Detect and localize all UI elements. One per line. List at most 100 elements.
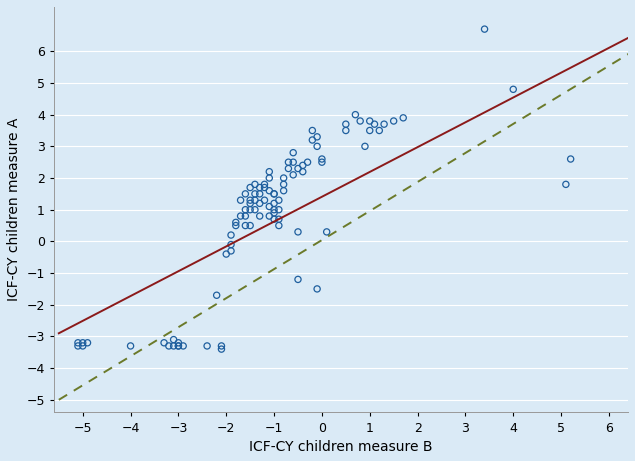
Point — [250, 190, 260, 198]
Point — [298, 168, 308, 175]
Point — [283, 159, 293, 166]
Point — [240, 213, 250, 220]
Point — [231, 219, 241, 226]
Point — [73, 339, 83, 347]
Point — [240, 190, 250, 198]
Point — [83, 339, 93, 347]
Point — [274, 222, 284, 229]
Point — [245, 222, 255, 229]
Point — [240, 206, 250, 213]
Point — [264, 203, 274, 210]
Point — [264, 187, 274, 195]
Point — [317, 155, 327, 163]
Point — [364, 117, 375, 124]
Point — [202, 342, 212, 349]
Point — [293, 228, 303, 236]
Point — [236, 196, 246, 204]
Point — [288, 149, 298, 156]
Point — [279, 187, 289, 195]
Point — [245, 184, 255, 191]
Point — [298, 162, 308, 169]
Point — [508, 86, 518, 93]
Point — [250, 196, 260, 204]
X-axis label: ICF-CY children measure B: ICF-CY children measure B — [250, 440, 433, 454]
Point — [561, 181, 571, 188]
Point — [317, 159, 327, 166]
Point — [379, 120, 389, 128]
Point — [178, 342, 188, 349]
Point — [293, 276, 303, 283]
Point — [250, 206, 260, 213]
Point — [288, 159, 298, 166]
Point — [274, 216, 284, 223]
Point — [279, 181, 289, 188]
Point — [312, 142, 322, 150]
Point — [370, 120, 380, 128]
Point — [364, 127, 375, 134]
Point — [245, 206, 255, 213]
Point — [255, 190, 265, 198]
Point — [355, 117, 365, 124]
Point — [260, 181, 270, 188]
Point — [283, 165, 293, 172]
Point — [221, 250, 231, 258]
Point — [240, 222, 250, 229]
Point — [77, 339, 88, 347]
Point — [226, 241, 236, 248]
Point — [236, 213, 246, 220]
Point — [77, 342, 88, 349]
Point — [231, 222, 241, 229]
Point — [250, 181, 260, 188]
Point — [226, 231, 236, 239]
Point — [269, 200, 279, 207]
Point — [269, 206, 279, 213]
Point — [168, 342, 178, 349]
Point — [260, 184, 270, 191]
Point — [269, 190, 279, 198]
Point — [260, 196, 270, 204]
Point — [274, 206, 284, 213]
Point — [159, 339, 169, 347]
Y-axis label: ICF-CY children measure A: ICF-CY children measure A — [7, 118, 21, 301]
Point — [479, 25, 490, 33]
Point — [274, 196, 284, 204]
Point — [288, 171, 298, 178]
Point — [341, 120, 351, 128]
Point — [312, 285, 322, 293]
Point — [255, 213, 265, 220]
Point — [269, 216, 279, 223]
Point — [126, 342, 136, 349]
Point — [264, 213, 274, 220]
Point — [217, 345, 227, 353]
Point — [321, 228, 331, 236]
Point — [374, 127, 384, 134]
Point — [269, 209, 279, 217]
Point — [398, 114, 408, 122]
Point — [312, 133, 322, 141]
Point — [351, 111, 361, 118]
Point — [389, 117, 399, 124]
Point — [173, 342, 184, 349]
Point — [173, 339, 184, 347]
Point — [255, 184, 265, 191]
Point — [164, 342, 174, 349]
Point — [264, 174, 274, 182]
Point — [566, 155, 576, 163]
Point — [264, 168, 274, 175]
Point — [245, 200, 255, 207]
Point — [217, 342, 227, 349]
Point — [307, 127, 318, 134]
Point — [211, 291, 222, 299]
Point — [302, 159, 312, 166]
Point — [341, 127, 351, 134]
Point — [307, 136, 318, 144]
Point — [293, 165, 303, 172]
Point — [73, 342, 83, 349]
Point — [279, 174, 289, 182]
Point — [168, 336, 178, 343]
Point — [245, 196, 255, 204]
Point — [360, 142, 370, 150]
Point — [269, 190, 279, 198]
Point — [226, 247, 236, 254]
Point — [173, 342, 184, 349]
